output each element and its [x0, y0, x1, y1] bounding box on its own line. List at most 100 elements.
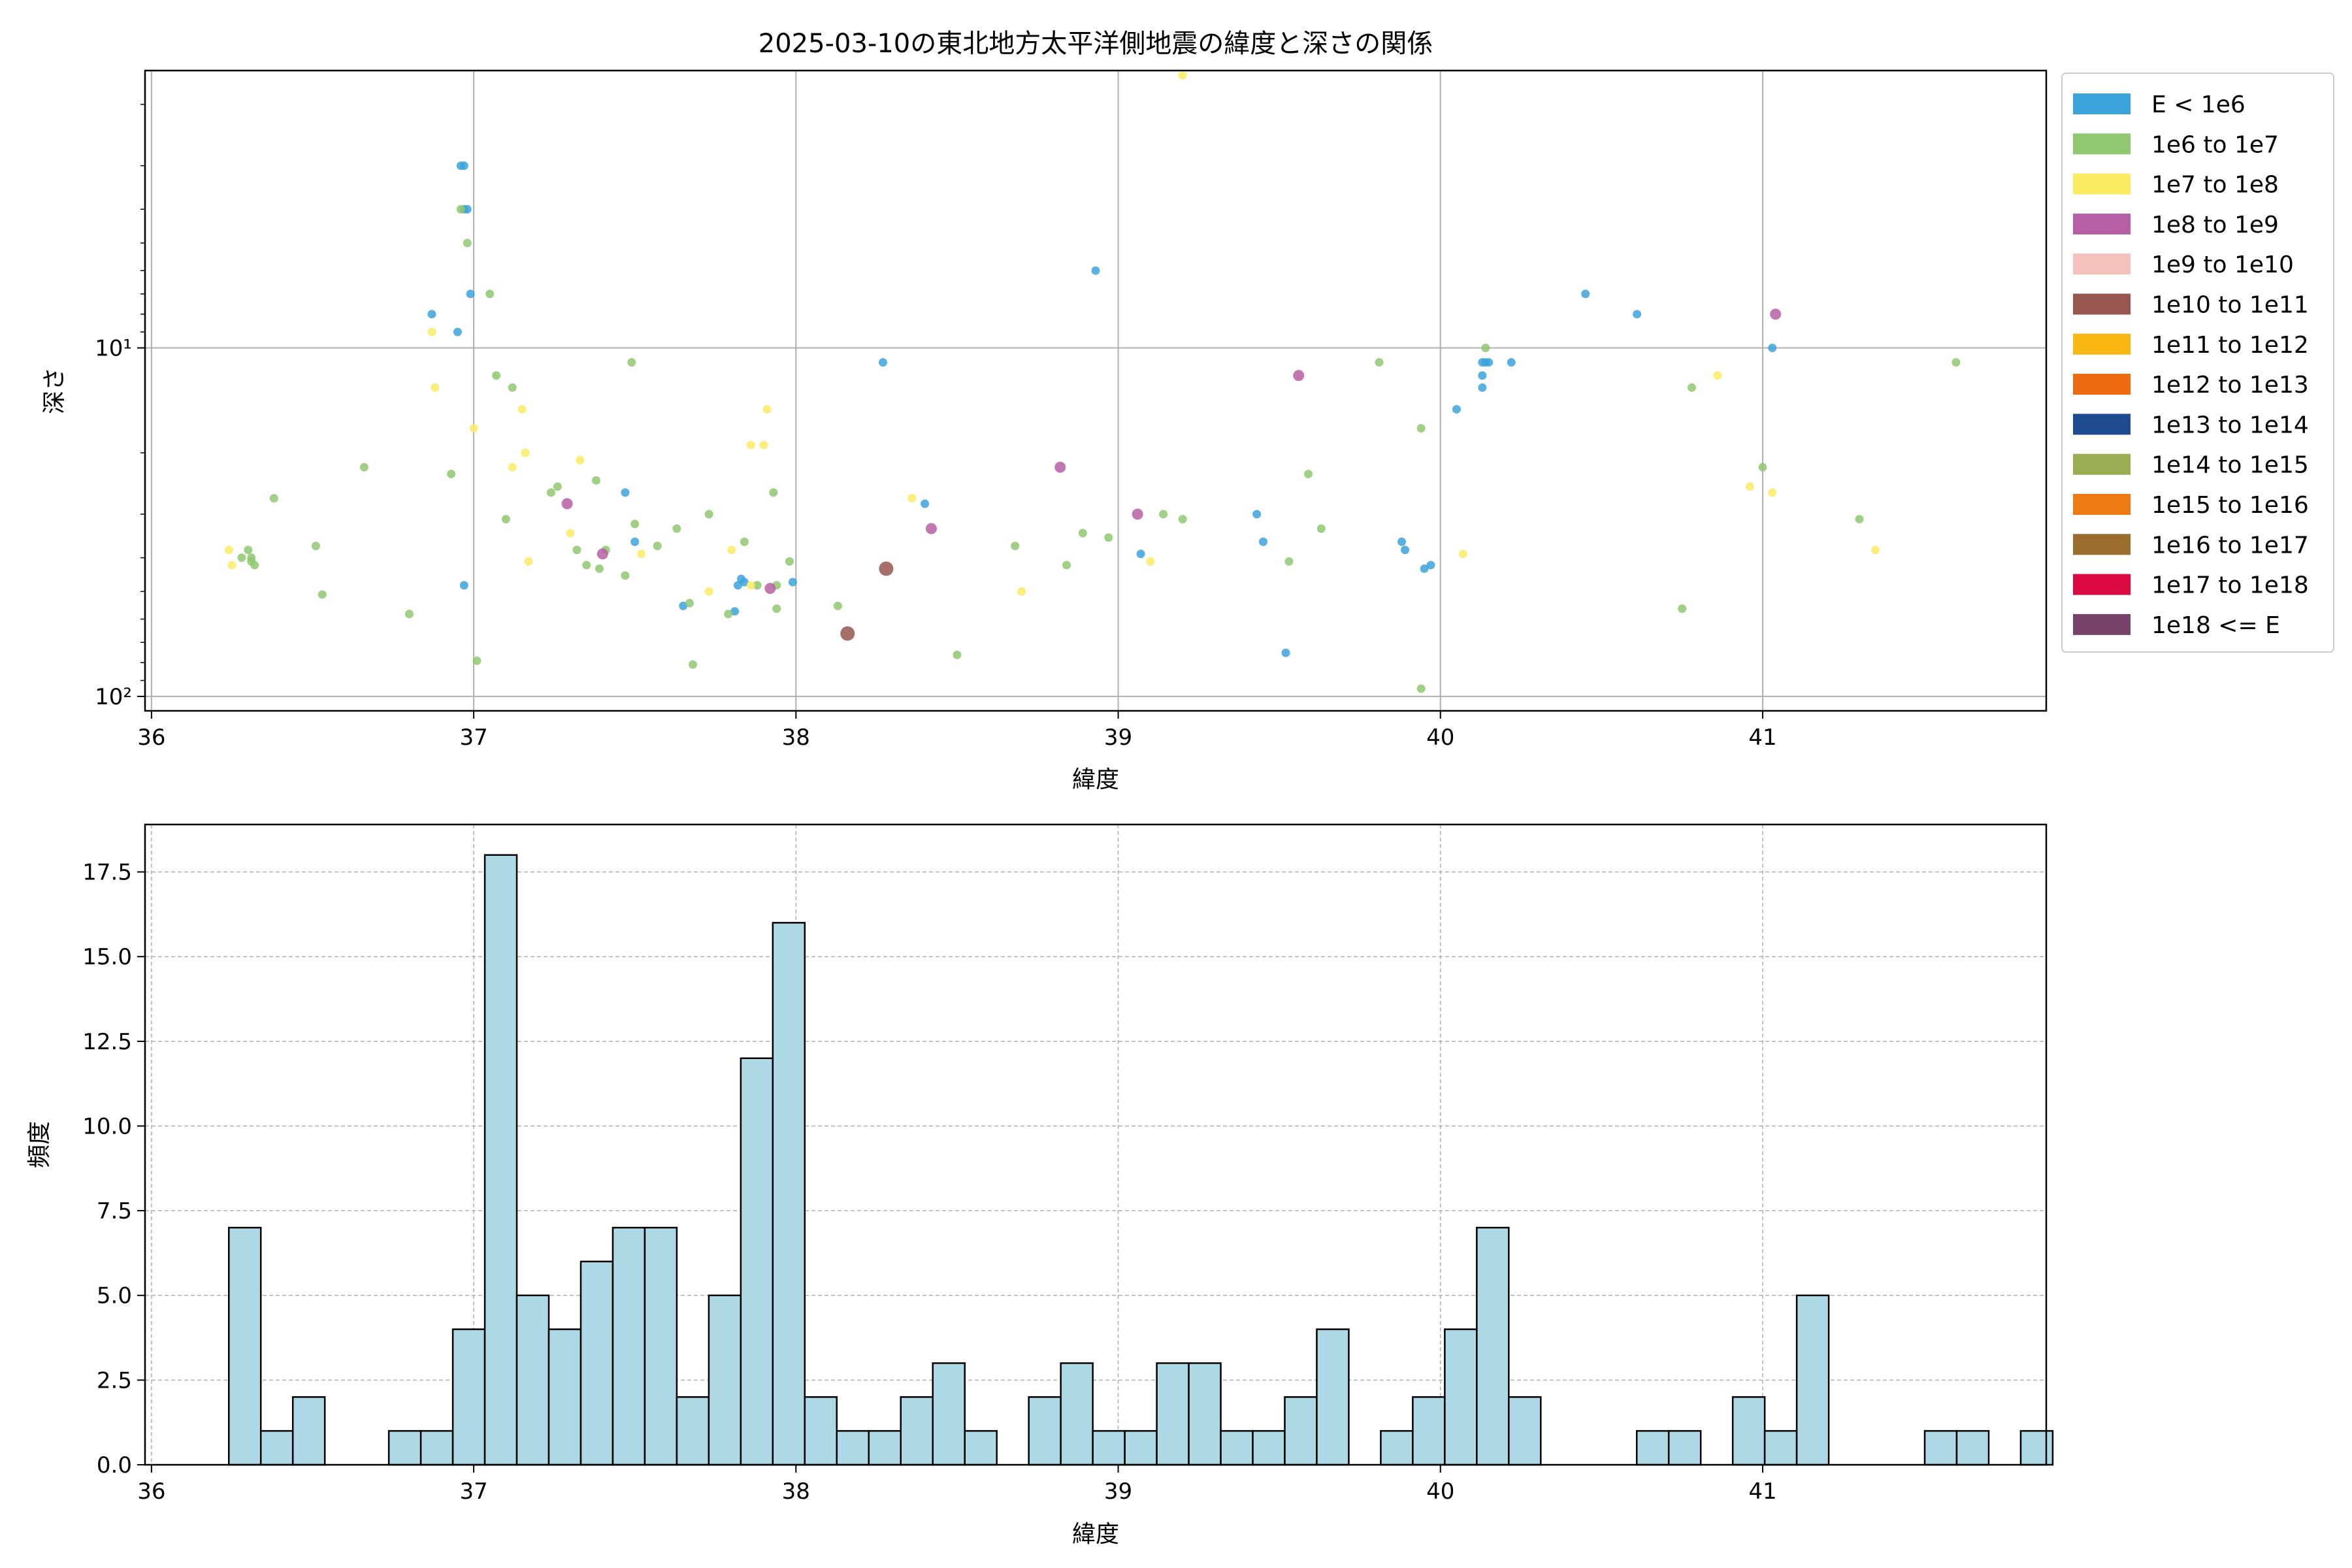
histogram-bar	[1731, 1396, 1766, 1466]
scatter-point	[1146, 557, 1155, 566]
scatter-point	[566, 529, 575, 538]
legend-label: 1e13 to 1e14	[2151, 412, 2309, 438]
histogram-x-tick-label: 36	[137, 1478, 165, 1505]
scatter-point	[685, 598, 694, 608]
scatter-point	[1484, 358, 1494, 367]
histogram-bar	[1188, 1362, 1222, 1466]
legend-swatch	[2073, 613, 2131, 635]
legend-swatch	[2073, 453, 2131, 475]
histogram-bars	[227, 854, 2054, 1466]
legend-swatch	[2073, 213, 2131, 235]
histogram-bar	[804, 1396, 838, 1466]
histogram-bar	[1795, 1294, 1830, 1466]
scatter-point	[1416, 423, 1426, 433]
histogram-bar	[547, 1328, 582, 1466]
scatter-point	[907, 494, 917, 503]
scatter-point	[1104, 533, 1113, 542]
legend-swatch	[2073, 133, 2131, 155]
scatter-point	[1091, 266, 1100, 275]
histogram-y-ticks: 0.0 2.5 5.0 7.5 10.0 12.5 15.0 17.5	[82, 860, 145, 1478]
scatter-title: 2025-03-10の東北地方太平洋側地震の緯度と深さの関係	[759, 29, 1433, 59]
histogram-y-tick-label: 5.0	[97, 1283, 132, 1309]
histogram-bar	[868, 1429, 902, 1466]
scatter-point	[1768, 488, 1777, 497]
histogram-bar	[1220, 1429, 1254, 1466]
scatter-point	[1768, 344, 1777, 353]
scatter-x-tick-label: 38	[782, 725, 810, 751]
scatter-point	[1054, 461, 1066, 473]
scatter-point	[1478, 371, 1487, 380]
scatter-point	[764, 583, 776, 595]
scatter-point	[1478, 383, 1487, 392]
histogram-bar	[1284, 1396, 1318, 1466]
scatter-x-tick-label: 39	[1104, 725, 1132, 751]
scatter-point	[1132, 508, 1143, 520]
scatter-point	[1581, 289, 1590, 299]
scatter-point	[1258, 537, 1267, 546]
scatter-point	[840, 626, 855, 641]
scatter-x-axis-label: 緯度	[1072, 766, 1119, 793]
scatter-point	[1745, 482, 1754, 491]
scatter-point	[521, 448, 530, 457]
histogram-bar	[612, 1226, 646, 1466]
scatter-point	[1178, 515, 1187, 524]
histogram-bar	[1955, 1429, 1990, 1466]
histogram-bar	[580, 1260, 614, 1466]
legend-frame	[2061, 73, 2334, 653]
scatter-point	[772, 604, 781, 613]
scatter-point	[1678, 604, 1687, 613]
scatter-point	[508, 463, 517, 472]
scatter-point	[517, 404, 527, 414]
histogram-y-tick-label: 10.0	[82, 1113, 132, 1139]
histogram-x-tick-label: 39	[1104, 1478, 1132, 1505]
scatter-point	[466, 289, 475, 299]
scatter-point	[734, 581, 743, 590]
scatter-point	[630, 519, 640, 529]
scatter-point	[1687, 383, 1696, 392]
scatter-point	[879, 561, 894, 576]
histogram-x-tick-label: 40	[1426, 1478, 1454, 1505]
scatter-point	[679, 601, 688, 610]
scatter-point	[463, 238, 472, 248]
histogram-bar	[419, 1429, 454, 1466]
scatter-point	[501, 515, 510, 524]
scatter-point	[925, 523, 937, 534]
scatter-point	[1452, 404, 1461, 414]
scatter-point	[456, 161, 465, 171]
scatter-point	[1078, 529, 1087, 538]
legend: E < 1e6 1e6 to 1e7 1e7 to 1e8 1e8 to 1e9 1e9…	[2061, 73, 2334, 653]
histogram-bar	[387, 1429, 422, 1466]
scatter-y-tick-label: 10¹	[95, 336, 132, 362]
scatter-point	[427, 327, 436, 336]
histogram-bar	[1028, 1396, 1062, 1466]
scatter-point	[1293, 370, 1305, 382]
histogram-y-tick-label: 2.5	[97, 1367, 132, 1394]
scatter-point	[427, 310, 436, 319]
histogram-x-tick-label: 38	[782, 1478, 810, 1505]
scatter-point	[1062, 561, 1071, 570]
histogram-x-axis-label: 緯度	[1072, 1521, 1119, 1548]
legend-label: 1e11 to 1e12	[2151, 332, 2309, 359]
scatter-point	[688, 660, 697, 669]
scatter-point	[1481, 344, 1490, 353]
histogram-bar	[900, 1396, 934, 1466]
scatter-point	[431, 383, 440, 392]
scatter-point	[759, 440, 768, 449]
scatter-point	[447, 469, 456, 478]
scatter-point	[1011, 542, 1020, 551]
histogram-bar	[1444, 1328, 1478, 1466]
legend-label: 1e10 to 1e11	[2151, 292, 2309, 319]
histogram-x-tick-label: 41	[1748, 1478, 1776, 1505]
scatter-point	[508, 383, 517, 392]
histogram-bar	[1667, 1429, 1702, 1466]
legend-swatch	[2073, 574, 2131, 595]
scatter-point	[492, 371, 501, 380]
scatter-point	[561, 498, 573, 510]
scatter-point	[582, 561, 591, 570]
histogram-plot-frame	[144, 823, 2048, 1466]
histogram-y-tick-label: 7.5	[97, 1198, 132, 1224]
scatter-point	[753, 581, 762, 590]
histogram-bar	[1156, 1362, 1190, 1466]
scatter-point	[740, 537, 749, 546]
scatter-point	[621, 488, 630, 497]
